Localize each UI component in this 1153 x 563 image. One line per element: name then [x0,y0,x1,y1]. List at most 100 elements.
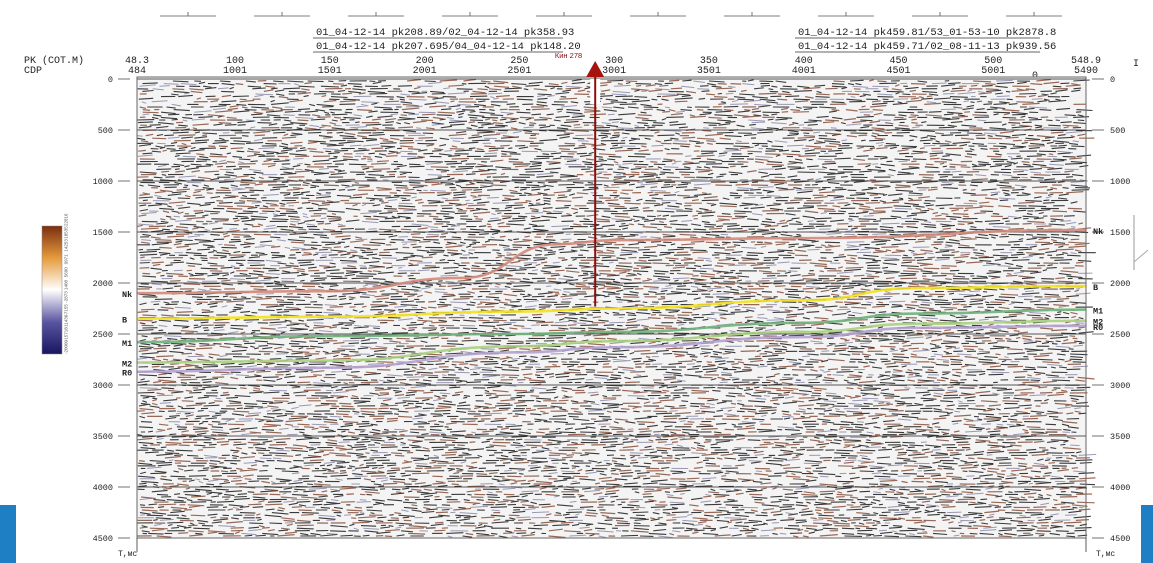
colorbar-tick-label: 18535 [64,226,69,239]
trace-brown [137,78,1096,539]
time-tick-label-left: 1500 [93,228,113,238]
header-line-left-1: 01_04-12-14 pk208.89/02_04-12-14 pk358.9… [316,27,574,39]
well-label: Кин 278 [555,51,582,60]
time-tick-label-left: 4000 [93,483,113,493]
pk-tick-label: 48.3 [125,56,149,67]
header-line-right-2: 01_04-12-14 pk459.71/02_08-11-13 pk939.5… [798,41,1056,53]
plot-frame [136,76,1087,539]
time-tick-label-left: 2500 [93,330,113,340]
time-unit-left: T,мс [118,550,137,559]
pk-tick-label: 400 [795,56,813,67]
colorbar-tick-label: 9971 [64,254,69,265]
cdp-tick-label: 4001 [792,66,816,77]
pk-tick-label: 548.9 [1071,56,1101,67]
colorbar-tick-label: 5690 [64,267,69,278]
edge-annotation-icon [1133,215,1149,270]
colorbar-gradient [41,225,63,355]
horizon-label-left: M2 [122,360,132,370]
cdp-tick-label: 3501 [697,66,721,77]
left-accent-bar [0,505,16,563]
horizon-label-left: B [122,316,127,326]
cdp-tick-label: 484 [128,66,146,77]
pk-tick-label: 150 [321,56,339,67]
horizon-nk [136,228,1087,295]
well-triangle-icon [586,61,605,77]
cdp-tick-labels: 484 1001 1501 2001 2501 3001 3501 4001 4501 5001 5… [128,66,1098,77]
colorbar-tick-label: -7155 [64,304,69,316]
time-tick-label-left: 4500 [93,534,113,544]
time-tick-label-left: 500 [98,126,113,136]
horizon-label-right: R0 [1093,323,1103,333]
time-tick-label-right: 3500 [1110,432,1130,442]
right-time-axis: 0 500 1000 1500 2000 2500 3000 3500 4000 4500 T,мс [1085,75,1130,559]
time-gridlines [137,78,1086,539]
time-tick-label-left: 2000 [93,279,113,289]
horizon-lines [136,228,1087,374]
horizon-label-right: M1 [1093,307,1103,317]
horizon-b [136,284,1087,320]
cdp-tick-label: 2001 [413,66,437,77]
horizon-label-right: Nk [1093,227,1103,237]
colorbar-tick-label: 22816 [64,213,69,226]
cdp-tick-label: 4501 [887,66,911,77]
time-tick-label-left: 0 [108,75,113,85]
seismic-trace-texture [136,78,1097,539]
time-tick-label-right: 4500 [1110,534,1130,544]
colorbar-tick-label: -15718 [64,327,69,342]
horizon-label-left: M1 [122,339,132,349]
colorbar-tick-label: -20000 [64,339,69,354]
colorbar-tick-label: -11436 [64,314,69,328]
time-tick-label-left: 3500 [93,432,113,442]
header-line-right-1: 01_04-12-14 pk459.81/53_01-53-10 pk2878.… [798,27,1056,39]
pk-tick-label: 450 [890,56,908,67]
time-tick-label-right: 4000 [1110,483,1130,493]
pk-tick-label: 250 [510,56,528,67]
colorbar-tick-label: -2873 [64,291,69,303]
pk-tick-label: 200 [416,56,434,67]
header-line-left-2: 01_04-12-14 pk207.695/04_04-12-14 pk148.… [316,41,581,53]
time-tick-label-right: 0 [1110,75,1115,85]
left-time-axis: 0 500 1000 1500 2000 2500 3000 3500 4000 4500 T,мс [93,75,138,559]
right-accent-bar [1141,505,1153,563]
pk-tick-labels: 48.3 100 150 200 250 300 350 400 450 500 548.9 [125,56,1101,67]
pk-axis-label: PK (COT.M) [24,55,84,67]
cdp-tick-label: 1501 [318,66,342,77]
cdp-axis-label: CDP [24,66,42,77]
time-unit-right: T,мс [1096,550,1115,559]
time-tick-label-right: 1500 [1110,228,1130,238]
horizon-m1 [136,308,1087,344]
horizon-label-left: R0 [122,369,132,379]
horizon-m2 [136,319,1087,364]
time-tick-label-right: 2500 [1110,330,1130,340]
trace-black [136,78,1096,539]
time-tick-label-right: 500 [1110,126,1125,136]
pk-tick-label: 100 [226,56,244,67]
horizon-label-right: B [1093,283,1098,293]
colorbar-tick-label: 14253 [64,239,69,252]
time-tick-label-right: 2000 [1110,279,1130,289]
pk-tick-label: 300 [605,56,623,67]
pk-tick-label: 350 [700,56,718,67]
cdp-tick-label: 5490 [1074,66,1098,77]
horizon-label-left: Nk [122,290,132,300]
well-marker: Кин 278 [555,51,605,307]
time-tick-label-right: 1000 [1110,177,1130,187]
cdp-tick-label: 2501 [507,66,531,77]
trace-blue [137,79,1097,539]
cdp-tick-label: 5001 [981,66,1005,77]
seismic-plot-area [136,76,1097,539]
cdp-tick-label: 3001 [602,66,626,77]
top-tick-marks [160,12,1062,17]
time-tick-label-left: 1000 [93,177,113,187]
cdp-tick-label: 1001 [223,66,247,77]
time-tick-label-left: 3000 [93,381,113,391]
time-tick-label-right: 3000 [1110,381,1130,391]
colorbar-tick-label: 1408 [64,279,69,290]
right-edge-label: I [1133,59,1139,70]
horizon-r0 [136,324,1087,374]
pk-tick-label: 500 [984,56,1002,67]
